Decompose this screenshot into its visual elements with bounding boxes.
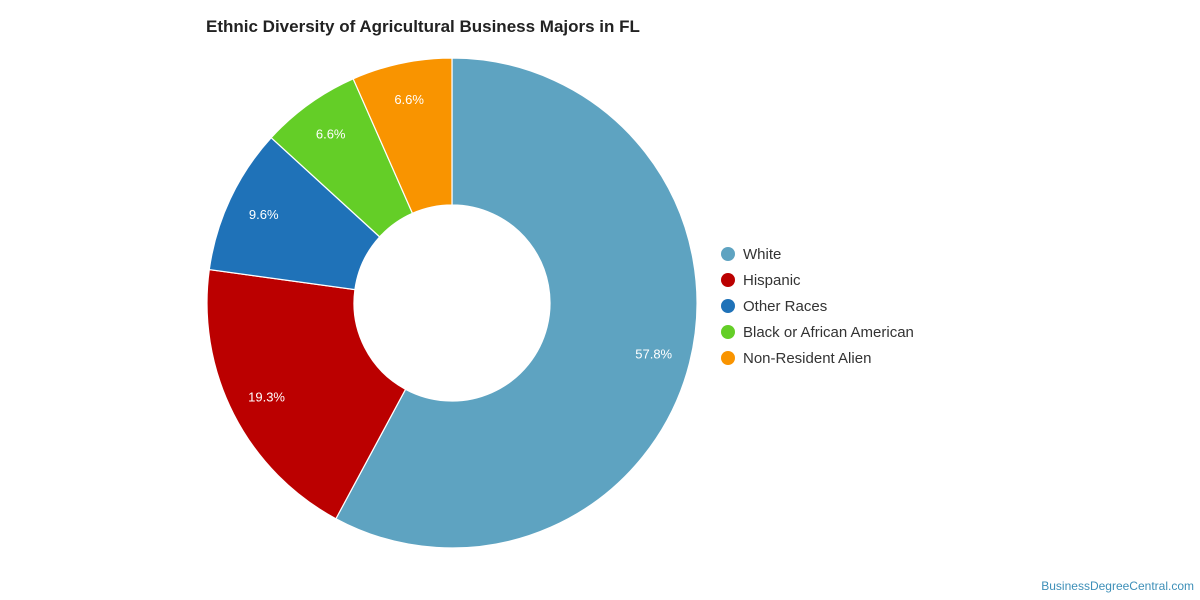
legend-label: White	[743, 245, 782, 263]
legend-swatch-icon	[721, 351, 735, 365]
slice-hispanic[interactable]	[206, 268, 407, 520]
chart-legend: White Hispanic Other Races Black or African…	[721, 241, 914, 371]
legend-item-white[interactable]: White	[721, 241, 914, 267]
legend-label: Hispanic	[743, 271, 801, 289]
watermark[interactable]: BusinessDegreeCentral.com	[1041, 579, 1194, 593]
legend-swatch-icon	[721, 273, 735, 287]
slice-labels: 57.8% 19.3% 9.6% 6.6% 6.6%	[248, 92, 672, 405]
donut-slices	[206, 57, 698, 549]
slice-white[interactable]	[335, 57, 698, 549]
slice-label-other-races: 9.6%	[249, 207, 279, 222]
slice-non-resident-alien[interactable]	[352, 57, 453, 215]
slice-label-hispanic: 19.3%	[248, 390, 285, 405]
legend-label: Non-Resident Alien	[743, 349, 872, 367]
slice-label-white: 57.8%	[635, 346, 672, 361]
legend-item-black-or-african-american[interactable]: Black or African American	[721, 319, 914, 345]
legend-swatch-icon	[721, 299, 735, 313]
chart-title: Ethnic Diversity of Agricultural Busines…	[206, 17, 640, 36]
legend-item-hispanic[interactable]: Hispanic	[721, 267, 914, 293]
legend-item-non-resident-alien[interactable]: Non-Resident Alien	[721, 345, 914, 371]
slice-label-non-resident-alien: 6.6%	[394, 92, 424, 107]
legend-label: Black or African American	[743, 323, 914, 341]
legend-label: Other Races	[743, 297, 828, 315]
legend-item-other-races[interactable]: Other Races	[721, 293, 914, 319]
slice-label-black-or-african-american: 6.6%	[316, 127, 346, 142]
legend-swatch-icon	[721, 325, 735, 339]
legend-swatch-icon	[721, 247, 735, 261]
